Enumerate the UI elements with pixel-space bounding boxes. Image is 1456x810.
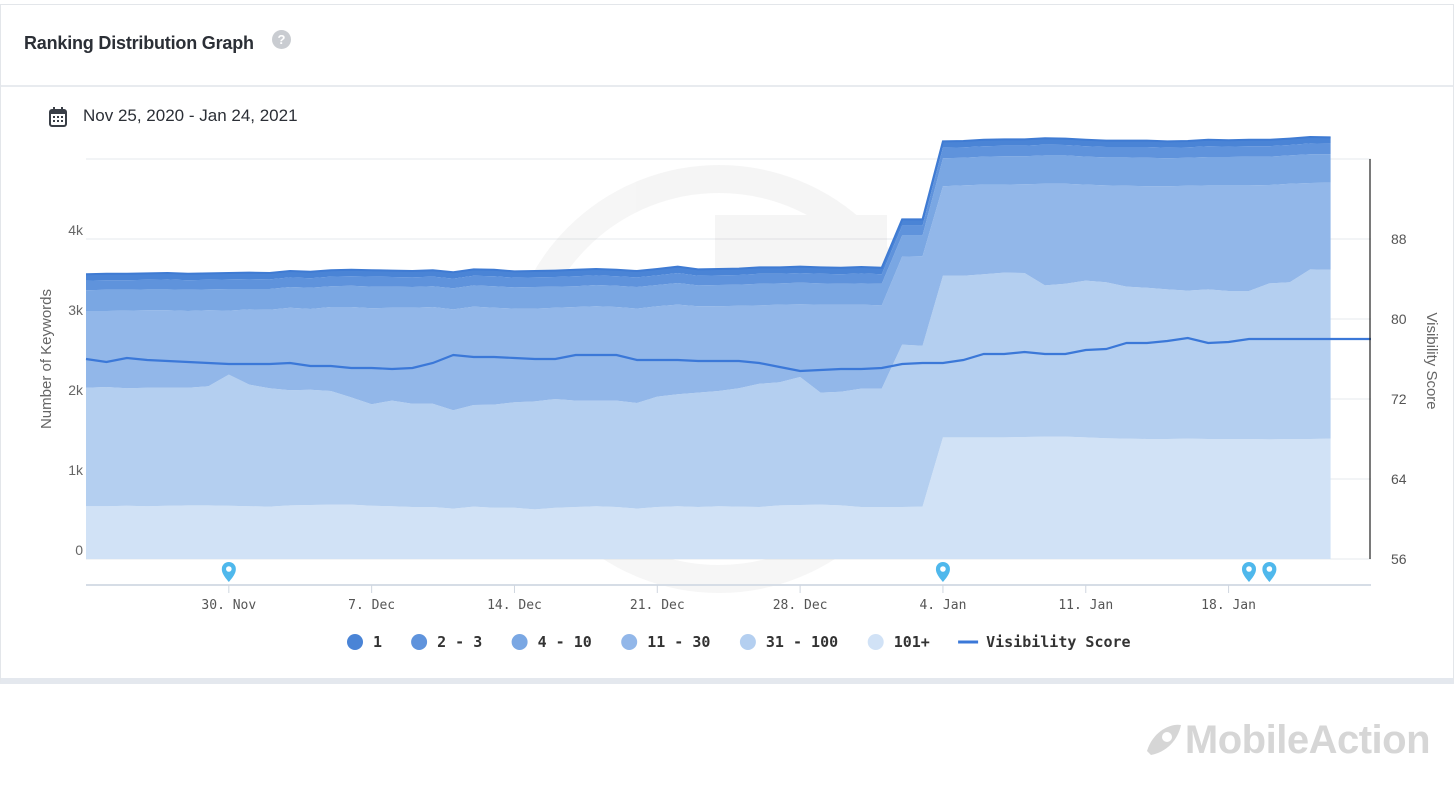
legend-item: 101+ — [867, 633, 930, 651]
legend-label: 11 - 30 — [647, 633, 710, 651]
legend-item: 1 — [347, 633, 382, 651]
x-tick-label: 4. Jan — [919, 598, 966, 613]
y2-tick-label: 88 — [1391, 231, 1407, 247]
event-markers — [221, 562, 1277, 582]
x-tick-label: 11. Jan — [1058, 598, 1113, 613]
legend-swatch — [411, 634, 428, 650]
x-tick-label: 14. Dec — [487, 598, 542, 613]
x-tick-label: 18. Jan — [1201, 598, 1256, 613]
area-series-4-10 — [86, 154, 1331, 311]
map-pin-icon — [1262, 562, 1277, 582]
legend-item: 11 - 30 — [621, 633, 710, 651]
y2-tick-label: 56 — [1391, 551, 1407, 567]
stack-top-edge — [85, 135, 1331, 276]
rocket-logo-icon — [1143, 721, 1183, 767]
legend-label: 101+ — [894, 633, 930, 651]
axes: 0 1k 2k 3k 4k 56 64 72 80 88 Number of Keywords Vis… — [38, 159, 1440, 613]
calendar-icon[interactable] — [49, 107, 67, 132]
x-tick-label: 7. Dec — [348, 598, 395, 613]
card-header: Ranking Distribution Graph ? — [1, 5, 1453, 87]
legend-swatch — [621, 634, 638, 650]
y2-tick-label: 80 — [1391, 311, 1407, 327]
visibility-score-line — [85, 336, 1371, 373]
legend-label: 4 - 10 — [538, 633, 592, 651]
question-circle-icon[interactable]: ? — [272, 30, 291, 49]
visibility-score-path — [85, 336, 1371, 373]
area-series-31-100 — [86, 269, 1331, 510]
y2-tick-label: 72 — [1391, 391, 1407, 407]
card-title: Ranking Distribution Graph — [24, 33, 254, 53]
legend-label: 31 - 100 — [766, 633, 838, 651]
legend-swatch — [867, 634, 884, 650]
area-series-101- — [86, 436, 1331, 559]
legend-label: 1 — [373, 633, 382, 651]
y-tick-label: 3k — [68, 302, 84, 318]
y-tick-label: 0 — [75, 542, 83, 558]
ranking-distribution-chart: 0 1k 2k 3k 4k 56 64 72 80 88 Number of Keywords Vis… — [38, 135, 1440, 651]
y2-axis-title: Visibility Score — [1423, 312, 1440, 409]
mobileaction-watermark: MobileAction — [1143, 718, 1431, 767]
date-range-label: Nov 25, 2020 - Jan 24, 2021 — [83, 106, 298, 125]
legend-item: 4 - 10 — [511, 633, 592, 651]
x-tick-label: 21. Dec — [630, 598, 685, 613]
chart-legend: 1 2 - 3 4 - 10 11 - 30 31 - 100 101+ Visibilit… — [347, 633, 1131, 651]
area-series — [85, 135, 1331, 559]
y-tick-label: 2k — [68, 382, 84, 398]
x-tick-label: 28. Dec — [773, 598, 828, 613]
legend-label: Visibility Score — [986, 633, 1131, 651]
watermark-text: MobileAction — [1184, 718, 1431, 762]
x-tick-label: 30. Nov — [201, 598, 256, 613]
legend-swatch — [347, 634, 363, 650]
legend-swatch — [511, 634, 528, 650]
legend-item: 2 - 3 — [411, 633, 482, 651]
legend-swatch — [739, 634, 756, 650]
y2-tick-label: 64 — [1391, 471, 1407, 487]
y-axis-title: Number of Keywords — [38, 289, 55, 429]
legend-label: 2 - 3 — [437, 633, 482, 651]
area-series-11-30 — [86, 182, 1331, 411]
ranking-distribution-card: Ranking Distribution Graph ? Nov 25, 202… — [0, 4, 1454, 684]
y-tick-label: 1k — [68, 462, 84, 478]
map-pin-icon — [1241, 562, 1256, 582]
y-tick-label: 4k — [68, 222, 84, 238]
map-pin-icon — [935, 562, 950, 582]
legend-item: 31 - 100 — [739, 633, 838, 651]
map-pin-icon — [221, 562, 236, 582]
legend-item: Visibility Score — [958, 633, 1131, 651]
